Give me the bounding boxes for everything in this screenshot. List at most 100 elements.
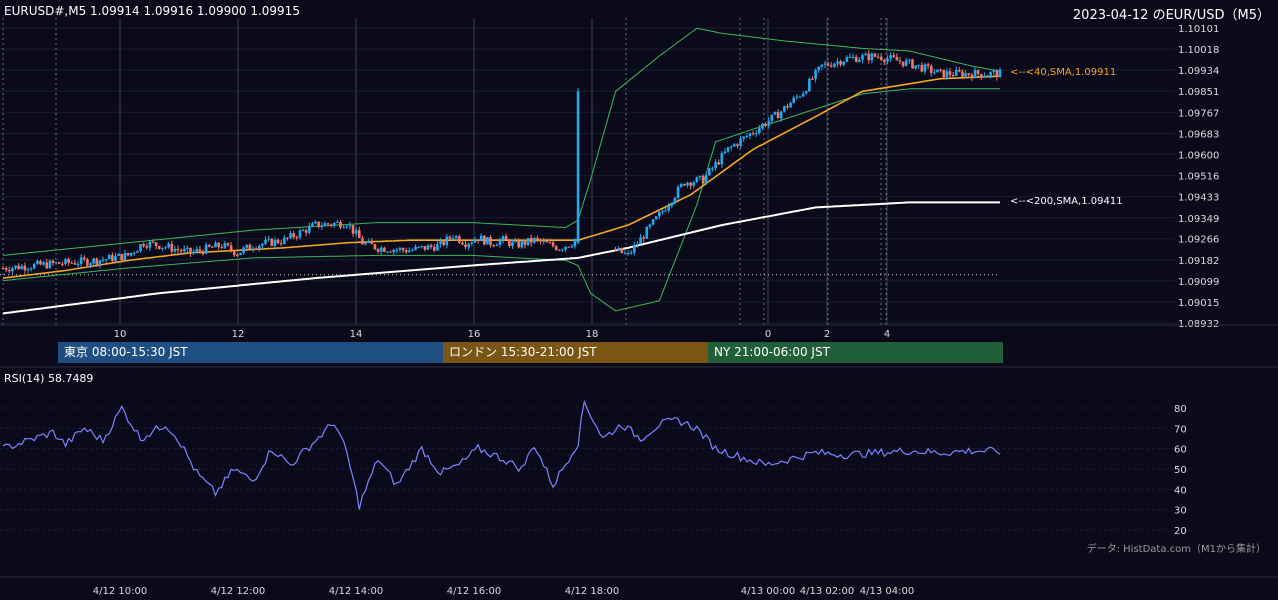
candle-body (533, 237, 536, 243)
candle-body (336, 221, 339, 223)
candle-body (823, 63, 827, 65)
candle-body (839, 61, 842, 65)
candle-body (764, 124, 767, 126)
candle-body (848, 57, 852, 59)
candle-body (870, 53, 874, 61)
candle-body (704, 175, 708, 184)
price-tick-label: 1.10101 (1178, 24, 1219, 35)
candle-body (614, 249, 617, 251)
candle-body (67, 258, 70, 263)
candle-body (348, 225, 352, 227)
candle-body (320, 225, 324, 228)
candle-body (111, 254, 114, 261)
candle-body (826, 63, 830, 66)
candle-body (995, 70, 999, 78)
hour-tick-label: 18 (586, 329, 599, 340)
candle-body (145, 246, 149, 248)
session-tokyo: 東京 08:00-15:30 JST (58, 342, 443, 363)
candle-body (92, 258, 95, 264)
candle-body (536, 237, 539, 240)
candle-body (61, 263, 64, 265)
candle-body (845, 57, 849, 62)
candle-body (458, 236, 461, 243)
candle-body (964, 73, 967, 77)
candle-body (167, 243, 170, 248)
candle-body (298, 230, 302, 238)
hour-axis-ticks: 10 12 14 16 18 0 2 4 (114, 329, 891, 340)
candle-body (414, 246, 417, 250)
rsi-label: RSI(14) 58.7489 (4, 372, 94, 385)
candle-body (564, 246, 567, 250)
candle-body (454, 236, 458, 239)
candle-body (86, 259, 89, 266)
candle-body (270, 238, 274, 246)
candle-body (636, 244, 639, 246)
candle-body (854, 56, 858, 62)
candle-body (523, 240, 527, 245)
candle-body (789, 102, 792, 108)
candle-body (795, 96, 799, 98)
candle-body (204, 244, 208, 254)
candle-body (933, 72, 936, 74)
rsi-tick-label: 70 (1174, 424, 1187, 435)
candle-body (773, 112, 777, 115)
candle-body (439, 241, 442, 245)
hour-tick-label: 12 (232, 329, 245, 340)
candle-body (182, 248, 186, 252)
candle-body (842, 61, 846, 65)
candle-body (261, 243, 264, 246)
candle-body (29, 268, 33, 270)
candle-body (998, 69, 1002, 78)
candle-body (192, 251, 195, 254)
candle-body (992, 70, 996, 73)
candle-body (401, 248, 405, 251)
candle-body (107, 254, 111, 260)
candle-body (926, 64, 930, 67)
sma200-label: <--<200,SMA,1.09411 (1010, 196, 1123, 207)
candle-body (189, 247, 192, 254)
candle-body (164, 247, 167, 249)
candle-body (742, 136, 746, 139)
candle-body (776, 112, 780, 119)
candle-body (676, 186, 680, 198)
candle-body (451, 238, 455, 240)
candle-body (417, 246, 420, 248)
candle-body (242, 247, 245, 253)
candle-body (498, 240, 502, 246)
price-tick-label: 1.09600 (1178, 150, 1219, 161)
candle-body (423, 246, 427, 250)
candle-body (692, 182, 696, 186)
candle-body (939, 69, 942, 71)
sma200-line (2, 201, 1000, 315)
candle-body (958, 69, 961, 72)
candle-body (967, 73, 971, 75)
candle-body (489, 237, 492, 246)
candle-body (154, 242, 158, 247)
candle-body (251, 248, 255, 250)
candle-body (886, 58, 889, 62)
candle-body (689, 182, 692, 186)
price-tick-label: 1.09683 (1178, 129, 1219, 140)
candle-body (936, 69, 939, 73)
candle-body (695, 177, 699, 183)
candle-body (561, 249, 564, 251)
rsi-tick-label: 50 (1174, 465, 1187, 476)
candle-body (64, 258, 67, 264)
candle-body (198, 249, 202, 252)
candle-body (195, 249, 199, 252)
candle-body (517, 241, 520, 248)
candle-body (539, 239, 542, 242)
candle-body (148, 241, 152, 248)
candle-body (379, 247, 383, 252)
candle-body (567, 246, 570, 248)
candle-body (945, 71, 949, 78)
price-axis-ticks: 1.10101 1.10018 1.09934 1.09851 1.09767 1.096… (1178, 24, 1219, 330)
candle-body (545, 240, 549, 243)
candle-body (551, 242, 555, 247)
price-tick-label: 1.10018 (1178, 45, 1219, 56)
price-tick-label: 1.09099 (1178, 277, 1219, 288)
candle-body (620, 247, 624, 253)
candle-body (104, 259, 108, 261)
candle-body (514, 241, 517, 243)
candle-body (654, 216, 658, 220)
